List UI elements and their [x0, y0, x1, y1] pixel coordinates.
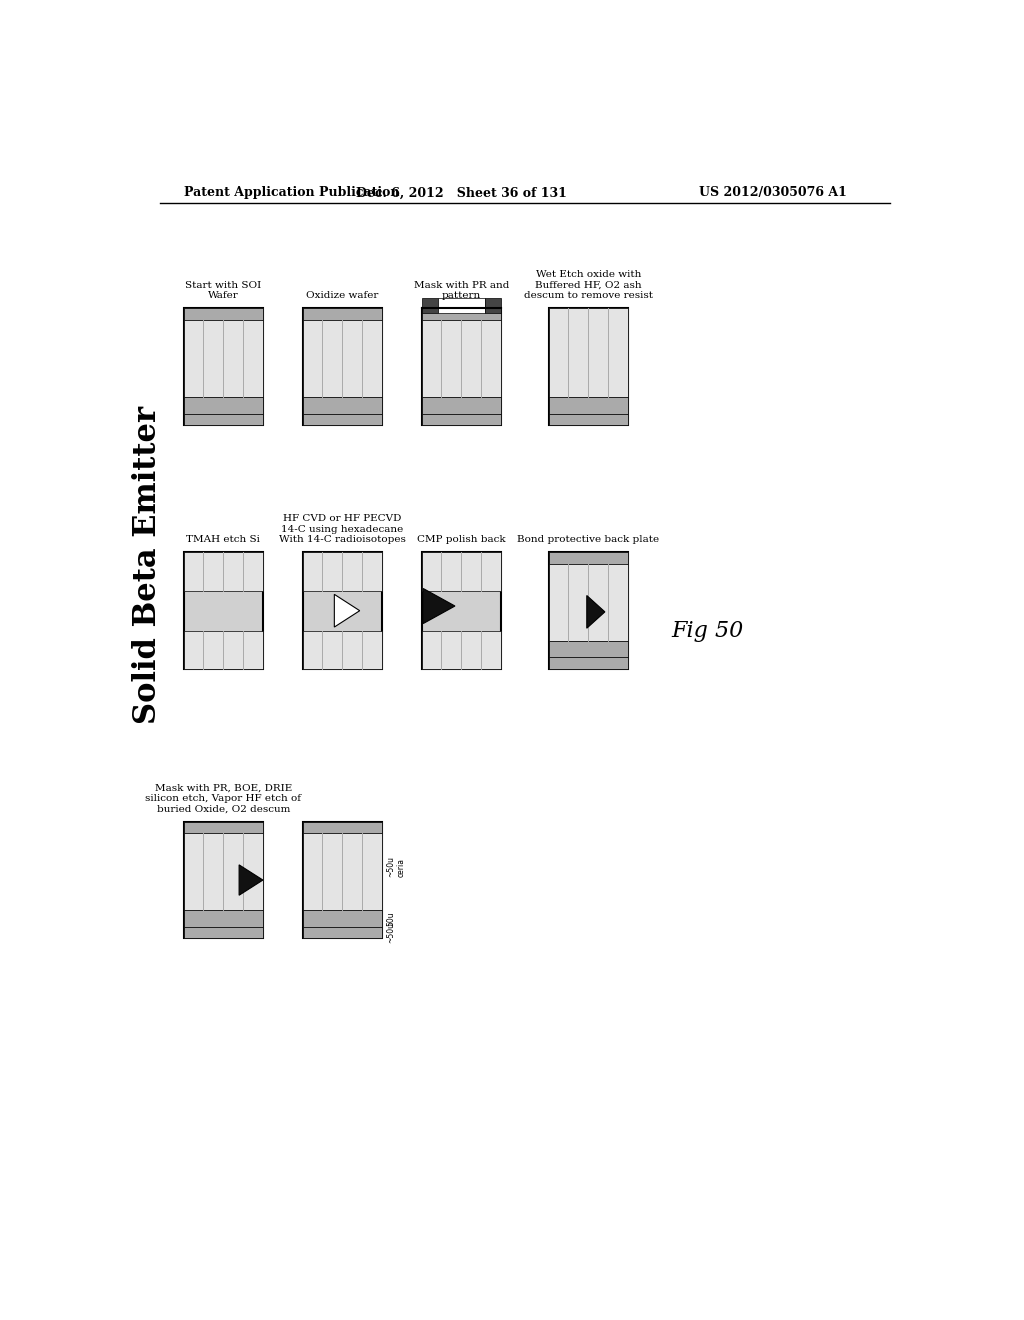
- Bar: [422, 631, 501, 669]
- Text: Patent Application Publication: Patent Application Publication: [183, 186, 399, 199]
- Polygon shape: [587, 595, 605, 628]
- Bar: [183, 552, 263, 669]
- Bar: [422, 319, 501, 397]
- Text: Mask with PR and
pattern: Mask with PR and pattern: [414, 281, 509, 300]
- Bar: [422, 397, 501, 413]
- Bar: [303, 833, 382, 911]
- Bar: [549, 413, 628, 425]
- Bar: [549, 552, 628, 669]
- Text: US 2012/0305076 A1: US 2012/0305076 A1: [699, 186, 847, 199]
- Bar: [183, 552, 263, 591]
- Bar: [303, 552, 382, 591]
- Bar: [183, 821, 263, 939]
- Text: ~50u
ceria: ~50u ceria: [386, 855, 406, 876]
- Bar: [303, 821, 382, 939]
- Bar: [303, 397, 382, 413]
- Bar: [549, 657, 628, 669]
- Text: CMP polish back: CMP polish back: [417, 535, 506, 544]
- Bar: [183, 309, 263, 425]
- Text: HF CVD or HF PECVD
14-C using hexadecane
With 14-C radioisotopes: HF CVD or HF PECVD 14-C using hexadecane…: [279, 515, 406, 544]
- Bar: [437, 298, 485, 313]
- Bar: [303, 413, 382, 425]
- Text: 50u: 50u: [386, 911, 395, 925]
- Text: ~50u: ~50u: [386, 923, 395, 944]
- Bar: [422, 552, 501, 669]
- Polygon shape: [334, 594, 359, 627]
- Bar: [422, 552, 501, 591]
- Text: Fig 50: Fig 50: [671, 620, 743, 642]
- Text: Oxidize wafer: Oxidize wafer: [306, 292, 379, 300]
- Text: Start with SOI
Wafer: Start with SOI Wafer: [185, 281, 261, 300]
- Bar: [422, 309, 501, 425]
- Bar: [303, 309, 382, 319]
- Polygon shape: [239, 865, 263, 895]
- Bar: [549, 642, 628, 657]
- Bar: [303, 552, 382, 669]
- Bar: [303, 911, 382, 927]
- Bar: [183, 833, 263, 911]
- Bar: [183, 631, 263, 669]
- Bar: [183, 413, 263, 425]
- Text: Bond protective back plate: Bond protective back plate: [517, 535, 659, 544]
- Bar: [485, 298, 501, 313]
- Text: Mask with PR, BOE, DRIE
silicon etch, Vapor HF etch of
buried Oxide, O2 descum: Mask with PR, BOE, DRIE silicon etch, Va…: [145, 784, 301, 813]
- Bar: [549, 552, 628, 564]
- Bar: [549, 397, 628, 413]
- Bar: [422, 298, 437, 313]
- Bar: [303, 631, 382, 669]
- Text: Dec. 6, 2012   Sheet 36 of 131: Dec. 6, 2012 Sheet 36 of 131: [356, 186, 566, 199]
- Bar: [183, 319, 263, 397]
- Bar: [303, 319, 382, 397]
- Bar: [422, 309, 501, 319]
- Bar: [422, 413, 501, 425]
- Bar: [549, 309, 628, 397]
- Bar: [303, 927, 382, 939]
- Bar: [183, 309, 263, 319]
- Bar: [549, 564, 628, 642]
- Bar: [183, 911, 263, 927]
- Bar: [183, 821, 263, 833]
- Bar: [549, 309, 628, 425]
- Bar: [303, 309, 382, 425]
- Bar: [303, 821, 382, 833]
- Text: Wet Etch oxide with
Buffered HF, O2 ash
descum to remove resist: Wet Etch oxide with Buffered HF, O2 ash …: [524, 271, 652, 300]
- Bar: [183, 397, 263, 413]
- Text: Solid Beta Emitter: Solid Beta Emitter: [132, 405, 164, 725]
- Bar: [183, 927, 263, 939]
- Polygon shape: [423, 589, 455, 623]
- Text: TMAH etch Si: TMAH etch Si: [186, 535, 260, 544]
